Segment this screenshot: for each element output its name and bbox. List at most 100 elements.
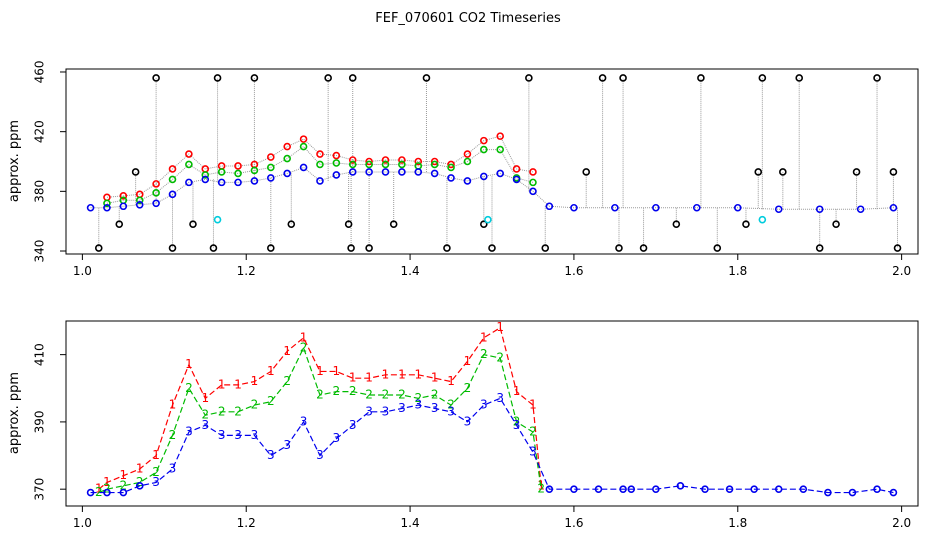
bottom-point-label-2: 2	[447, 398, 455, 412]
bottom-point-3	[750, 485, 758, 493]
bottom-point-label-1: 1	[382, 367, 390, 381]
top-point-outliers	[713, 244, 722, 252]
top-point-outliers	[582, 168, 591, 176]
top-point-2	[365, 160, 373, 169]
bottom-line-3	[90, 397, 894, 494]
bottom-point-3	[652, 485, 660, 493]
top-point-2	[299, 142, 308, 151]
top-point-1	[119, 192, 128, 200]
top-point-3	[299, 163, 308, 172]
top-point-outliers	[742, 220, 750, 228]
top-point-2	[398, 160, 406, 169]
bottom-point-3	[119, 488, 128, 497]
top-point-3	[348, 168, 357, 176]
bottom-point-label-3: 3	[513, 418, 521, 432]
top-point-3	[480, 172, 488, 181]
top-point-3	[316, 177, 324, 185]
bottom-point-label-2: 2	[169, 428, 177, 442]
top-point-outliers	[598, 74, 607, 82]
bottom-point-label-2: 2	[218, 404, 226, 418]
bottom-point-label-2: 2	[267, 394, 275, 408]
bottom-point-label-2: 2	[480, 347, 488, 361]
bottom-point-label-2: 2	[464, 381, 472, 395]
bottom-point-label-3: 3	[185, 425, 193, 439]
top-point-outliers	[832, 220, 840, 228]
top-point-1	[168, 165, 177, 173]
bottom-point-label-1: 1	[185, 357, 193, 371]
bottom-point-label-1: 1	[283, 344, 291, 358]
top-point-outliers	[213, 74, 222, 82]
top-point-outliers	[795, 74, 804, 82]
bottom-point-label-3: 3	[480, 398, 488, 412]
bottom-point-3	[135, 482, 144, 490]
bottom-point-label-3: 3	[496, 391, 504, 405]
top-panel: approx. ppm 1.0 1.2 1.4 1.6 1.8 2.0 340 380 420 4…	[7, 61, 919, 278]
top-point-3	[185, 178, 193, 187]
bottom-point-label-2: 2	[234, 404, 242, 418]
bottom-point-label-2: 2	[201, 408, 209, 422]
top-point-3	[463, 177, 472, 185]
top-x-tick-label: 1.2	[237, 264, 256, 278]
top-point-3	[856, 205, 865, 214]
top-point-1	[463, 150, 472, 158]
bottom-point-label-2: 2	[333, 384, 341, 398]
top-point-3	[234, 178, 242, 187]
top-point-outliers	[189, 220, 197, 228]
bottom-point-label-1: 1	[103, 475, 111, 489]
bottom-point-label-2: 2	[152, 465, 160, 479]
top-point-2	[217, 168, 226, 176]
bottom-point-label-3: 3	[431, 401, 439, 415]
top-point-3	[611, 203, 619, 212]
bottom-point-label-1: 1	[398, 367, 406, 381]
top-point-1	[365, 157, 373, 166]
bottom-y-axis-label: approx. ppm	[7, 372, 22, 454]
bottom-point-label-1: 1	[152, 448, 160, 462]
top-point-outliers	[480, 220, 488, 228]
bottom-point-label-2: 2	[398, 388, 406, 402]
top-point-2	[447, 163, 455, 172]
top-point-2	[496, 145, 504, 154]
bottom-point-label-2: 2	[103, 482, 111, 496]
top-point-outliers	[287, 220, 296, 228]
bottom-point-label-3: 3	[464, 414, 472, 428]
top-point-outliers	[365, 244, 373, 252]
top-y-tick-label: 460	[33, 61, 47, 84]
top-point-2	[135, 196, 144, 205]
top-point-3	[774, 205, 783, 214]
top-point-outliers	[619, 74, 627, 82]
top-point-1	[414, 157, 423, 166]
bottom-x-tick-label: 1.6	[564, 516, 583, 530]
bottom-point-label-1: 1	[218, 377, 226, 391]
top-point-outliers	[94, 244, 103, 252]
top-x-tick-label: 1.6	[564, 264, 583, 278]
top-marks	[86, 74, 902, 252]
bottom-point-3	[701, 485, 709, 493]
bottom-x-tick-label: 1.4	[401, 516, 420, 530]
top-x-tick-label: 1.4	[401, 264, 420, 278]
bottom-point-label-2: 2	[349, 384, 357, 398]
bottom-point-3	[545, 485, 554, 493]
bottom-point-label-2: 2	[414, 391, 422, 405]
bottom-point-label-3: 3	[333, 431, 341, 445]
bottom-point-label-1: 1	[464, 354, 472, 368]
bottom-point-3	[725, 485, 734, 493]
top-point-outliers	[131, 168, 140, 176]
top-point-1	[152, 180, 160, 188]
bottom-point-label-1: 1	[447, 374, 455, 388]
bottom-point-3	[799, 485, 808, 493]
bottom-x-tick-label: 1.2	[237, 516, 256, 530]
top-point-2	[152, 189, 160, 197]
top-point-outliers	[852, 168, 861, 176]
top-connector-2	[106, 145, 534, 204]
bottom-point-label-3: 3	[414, 398, 422, 412]
bottom-point-label-1: 1	[496, 320, 504, 334]
top-point-1	[185, 150, 193, 158]
bottom-point-label-1: 1	[300, 330, 308, 344]
top-point-3	[365, 168, 373, 176]
bottom-point-label-1: 1	[316, 364, 324, 378]
bottom-x-tick-label: 1.8	[728, 516, 747, 530]
top-point-3	[168, 190, 177, 199]
bottom-point-label-2: 2	[136, 475, 144, 489]
bottom-point-label-1: 1	[251, 374, 259, 388]
